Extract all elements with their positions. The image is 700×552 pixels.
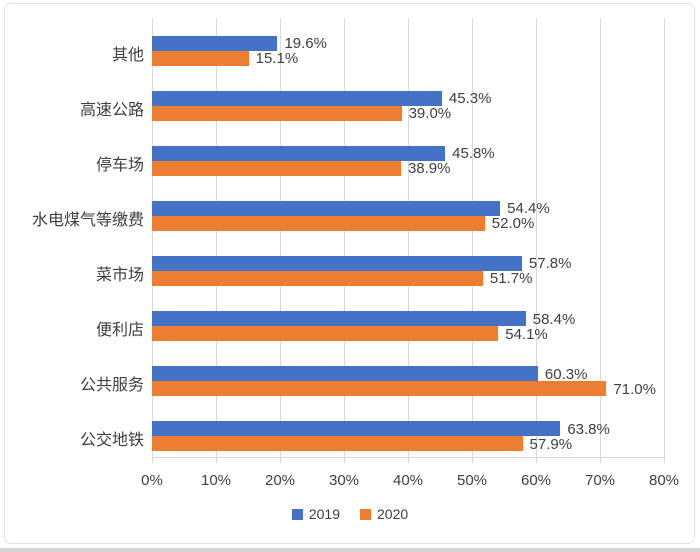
value-label-2019: 54.4% xyxy=(507,200,550,218)
gridline xyxy=(152,18,153,457)
gridline xyxy=(472,18,473,457)
x-axis-tick xyxy=(600,457,601,463)
bar-2019 xyxy=(152,90,442,106)
bar-2019 xyxy=(152,311,526,327)
legend-swatch-2020 xyxy=(360,508,371,520)
bar-2020 xyxy=(152,270,483,286)
value-label-2019: 58.4% xyxy=(532,310,576,328)
value-label-2020: 52.0% xyxy=(491,215,535,233)
bar-2020 xyxy=(152,436,523,452)
value-label-2019: 63.8% xyxy=(567,420,610,438)
value-label-2019: 60.3% xyxy=(544,365,588,383)
value-label-2020: 71.0% xyxy=(613,380,656,398)
bar-2020 xyxy=(152,160,401,176)
category-label: 其他 xyxy=(111,46,144,64)
x-axis-tick xyxy=(216,457,217,463)
value-label-2020: 38.9% xyxy=(407,160,451,178)
gridline xyxy=(280,18,281,457)
bar-2020 xyxy=(152,381,607,397)
category-label: 停车场 xyxy=(95,156,144,174)
x-tick-label: 80% xyxy=(648,472,680,489)
bottom-edge-strip xyxy=(0,548,700,552)
bar-2019 xyxy=(152,421,561,437)
bar-2020 xyxy=(152,326,499,342)
bar-2019 xyxy=(152,145,446,161)
bar-2020 xyxy=(152,105,402,121)
category-label: 便利店 xyxy=(95,322,144,340)
category-label: 水电煤气等缴费 xyxy=(31,211,144,229)
gridline xyxy=(536,18,537,457)
x-tick-label: 60% xyxy=(520,472,552,489)
legend: 2019 2020 xyxy=(0,506,700,522)
x-tick-label: 10% xyxy=(200,472,232,489)
bar-2020 xyxy=(152,215,485,231)
x-axis-tick xyxy=(664,457,665,463)
legend-item-2020: 2020 xyxy=(360,506,408,522)
gridline xyxy=(216,18,217,457)
x-tick-label: 30% xyxy=(328,472,360,489)
category-label: 公交地铁 xyxy=(79,432,144,450)
x-axis-tick xyxy=(344,457,345,463)
value-label-2020: 57.9% xyxy=(529,435,573,453)
legend-item-2019: 2019 xyxy=(291,506,340,522)
value-label-2019: 19.6% xyxy=(284,35,327,53)
x-tick-label: 40% xyxy=(392,472,424,489)
category-label: 公共服务 xyxy=(79,377,144,395)
value-label-2020: 15.1% xyxy=(255,50,299,68)
x-tick-label: 50% xyxy=(456,472,488,489)
bar-2019 xyxy=(152,366,538,382)
x-tick-label: 70% xyxy=(584,472,616,489)
bar-2019 xyxy=(152,35,278,51)
value-label-2020: 51.7% xyxy=(489,270,533,288)
x-axis-tick xyxy=(280,457,281,463)
x-tick-label: 0% xyxy=(141,472,163,489)
legend-label: 2020 xyxy=(377,506,409,522)
x-axis-tick xyxy=(536,457,537,463)
bar-2020 xyxy=(152,50,249,66)
value-label-2020: 39.0% xyxy=(408,105,452,123)
x-tick-label: 20% xyxy=(264,472,296,489)
legend-swatch-2019 xyxy=(291,508,303,520)
bar-2019 xyxy=(152,200,501,216)
category-label: 菜市场 xyxy=(95,266,144,284)
value-label-2020: 54.1% xyxy=(505,325,548,343)
x-axis-line xyxy=(152,457,664,458)
category-label: 高速公路 xyxy=(79,101,144,119)
x-axis-tick xyxy=(472,457,473,463)
gridline xyxy=(600,18,601,457)
x-axis-tick xyxy=(152,457,153,463)
x-axis-tick xyxy=(408,457,409,463)
bar-2019 xyxy=(152,255,522,271)
gridline xyxy=(344,18,345,457)
value-label-2019: 45.8% xyxy=(452,145,495,163)
value-label-2019: 57.8% xyxy=(528,255,572,273)
legend-label: 2019 xyxy=(308,506,340,522)
value-label-2019: 45.3% xyxy=(448,90,492,108)
gridline xyxy=(408,18,409,457)
gridline xyxy=(664,18,665,457)
